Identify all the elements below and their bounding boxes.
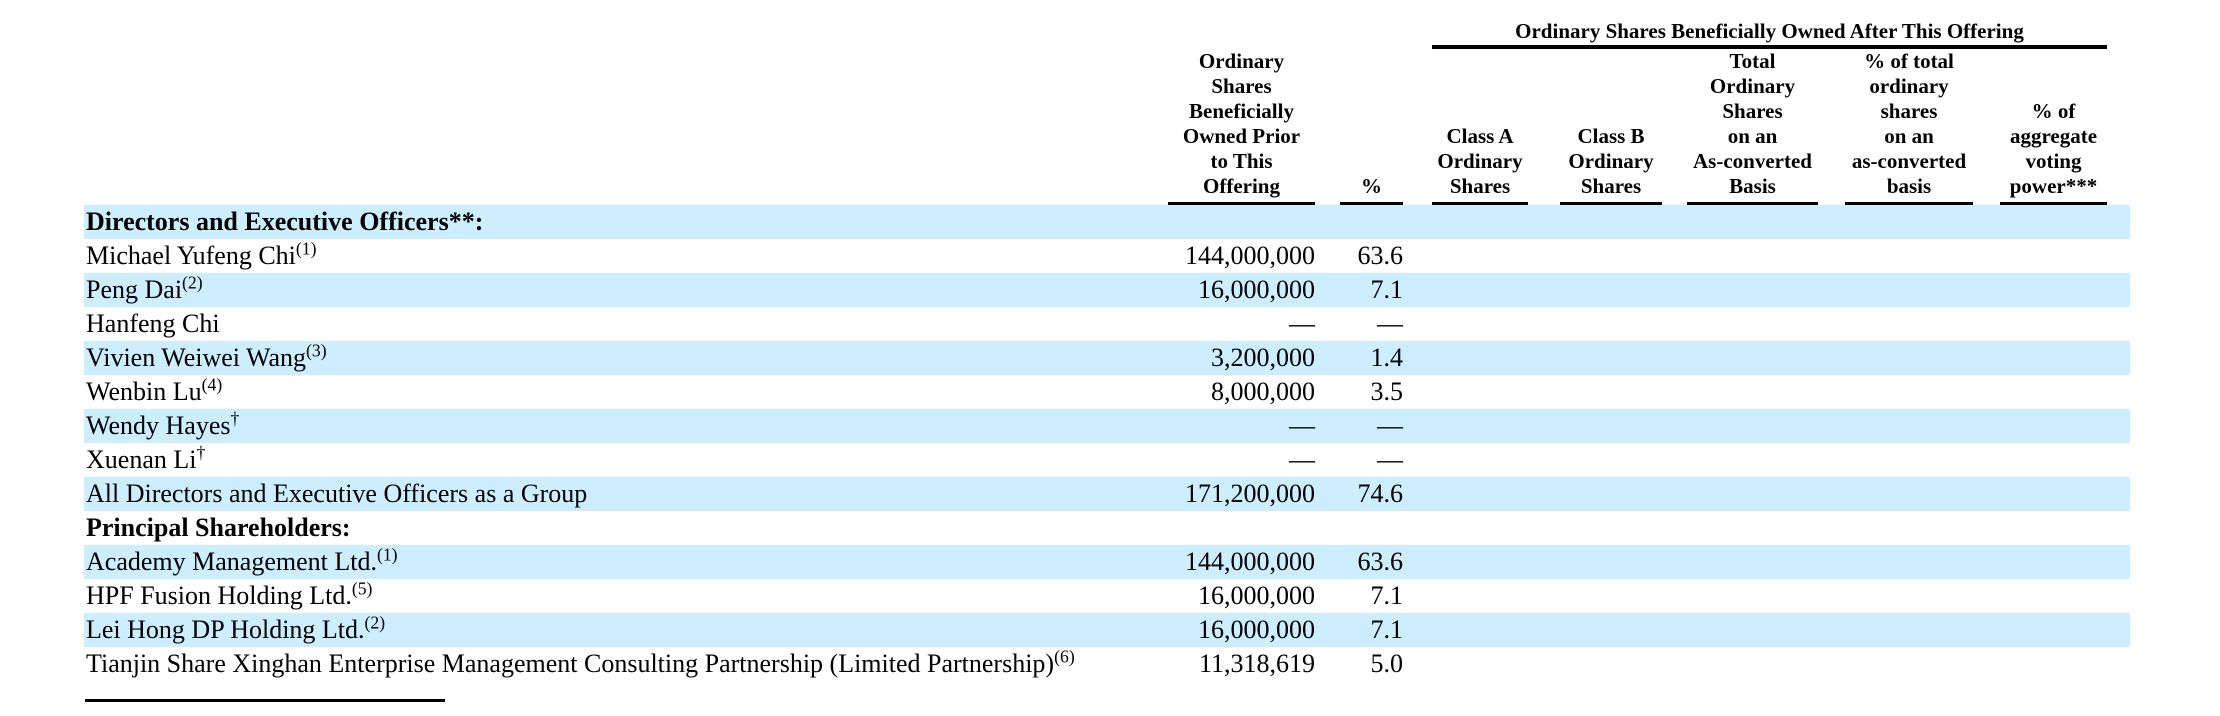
cell-pct-prior <box>1340 511 1403 545</box>
table-row-group-total: All Directors and Executive Officers as … <box>84 477 2130 511</box>
cell-shares-prior: 144,000,000 <box>1185 241 1315 270</box>
column-header-pct-prior: % <box>1340 49 1403 205</box>
table-row: Xuenan Li† — — <box>84 443 2130 477</box>
footnote-superscript: (1) <box>295 238 317 259</box>
row-name-text: Tianjin Share Xinghan Enterprise Managem… <box>86 649 1055 678</box>
column-header-total-as-converted: Total Ordinary Shares on an As-converted… <box>1687 49 1818 205</box>
cell-name: HPF Fusion Holding Ltd.(5) <box>84 579 1168 613</box>
cell-shares-prior: — <box>1289 445 1315 474</box>
row-name-text: HPF Fusion Holding Ltd. <box>86 581 352 610</box>
cell-pct-prior: 5.0 <box>1370 649 1404 678</box>
table-row: Wenbin Lu(4) 8,000,000 3.5 <box>84 375 2130 409</box>
table-row: Peng Dai(2) 16,000,000 7.1 <box>84 273 2130 307</box>
cell-shares-prior <box>1168 511 1315 545</box>
table-row: Tianjin Share Xinghan Enterprise Managem… <box>84 647 2130 681</box>
cell-name: Principal Shareholders: <box>84 511 1168 545</box>
table-row: Lei Hong DP Holding Ltd.(2) 16,000,000 7… <box>84 613 2130 647</box>
cell-name: All Directors and Executive Officers as … <box>84 477 1168 511</box>
row-name-text: Lei Hong DP Holding Ltd. <box>86 615 365 644</box>
table-row: Academy Management Ltd.(1) 144,000,000 6… <box>84 545 2130 579</box>
row-name-text: Hanfeng Chi <box>86 309 220 338</box>
cell-shares-prior: 3,200,000 <box>1211 343 1315 372</box>
footnote-superscript: (5) <box>351 578 373 599</box>
table-row: HPF Fusion Holding Ltd.(5) 16,000,000 7.… <box>84 579 2130 613</box>
footnote-superscript: (2) <box>364 612 386 633</box>
cell-shares-prior <box>1168 205 1315 239</box>
footnote-superscript: (1) <box>376 544 398 565</box>
footnote-superscript: † <box>196 442 206 463</box>
cell-shares-prior: — <box>1289 309 1315 338</box>
cell-pct-prior: 7.1 <box>1370 275 1404 304</box>
cell-name: Wenbin Lu(4) <box>84 375 1168 409</box>
cell-pct-prior: — <box>1377 309 1403 338</box>
row-name-text: Vivien Weiwei Wang <box>86 343 307 372</box>
row-name-text: All Directors and Executive Officers as … <box>86 479 588 508</box>
cell-pct-prior: 7.1 <box>1370 581 1404 610</box>
cell-pct-prior: — <box>1377 445 1403 474</box>
cell-pct-prior <box>1340 205 1403 239</box>
column-header-pct-total-as-converted: % of total ordinary shares on an as-conv… <box>1845 49 1973 205</box>
table-row-section-principal-shareholders: Principal Shareholders: <box>84 511 2130 545</box>
cell-pct-prior: 63.6 <box>1357 547 1404 576</box>
table-row: Vivien Weiwei Wang(3) 3,200,000 1.4 <box>84 341 2130 375</box>
cell-shares-prior: 11,318,619 <box>1198 649 1315 678</box>
row-name-text: Wenbin Lu <box>86 377 202 406</box>
cell-shares-prior: 8,000,000 <box>1211 377 1315 406</box>
table-row: Wendy Hayes† — — <box>84 409 2130 443</box>
footnote-divider-rule <box>85 699 445 702</box>
footnote-superscript: (2) <box>182 272 203 293</box>
cell-pct-prior: 63.6 <box>1357 241 1404 270</box>
spanner-heading: Ordinary Shares Beneficially Owned After… <box>1432 18 2107 49</box>
cell-name: Peng Dai(2) <box>84 273 1168 307</box>
row-name-text: Xuenan Li <box>86 445 197 474</box>
cell-name: Michael Yufeng Chi(1) <box>84 239 1168 273</box>
footnote-superscript: (3) <box>306 340 327 361</box>
row-name-text: Wendy Hayes <box>86 411 231 440</box>
table-header-spanner-row: Ordinary Shares Beneficially Owned After… <box>84 18 2130 49</box>
cell-shares-prior: — <box>1289 411 1315 440</box>
cell-name: Wendy Hayes† <box>84 409 1168 443</box>
cell-name: Directors and Executive Officers**: <box>84 205 1168 239</box>
cell-pct-prior: 74.6 <box>1357 479 1404 508</box>
table-row: Michael Yufeng Chi(1) 144,000,000 63.6 <box>84 239 2130 273</box>
cell-shares-prior: 16,000,000 <box>1198 615 1315 644</box>
cell-pct-prior: 7.1 <box>1370 615 1404 644</box>
column-header-class-b: Class B Ordinary Shares <box>1560 49 1662 205</box>
table-row-section-directors: Directors and Executive Officers**: <box>84 205 2130 239</box>
row-name-text: Directors and Executive Officers**: <box>86 207 484 236</box>
column-header-voting-power: % of aggregate voting power*** <box>2000 49 2107 205</box>
footnote-superscript: † <box>230 408 240 429</box>
row-name-text: Principal Shareholders: <box>86 513 351 542</box>
table-row: Hanfeng Chi — — <box>84 307 2130 341</box>
column-header-shares-prior: Ordinary Shares Beneficially Owned Prior… <box>1168 49 1315 205</box>
footnote-superscript: (4) <box>201 374 223 395</box>
footnote-superscript: (6) <box>1054 646 1075 667</box>
cell-shares-prior: 171,200,000 <box>1185 479 1315 508</box>
cell-name: Lei Hong DP Holding Ltd.(2) <box>84 613 1168 647</box>
table-column-header-row: Ordinary Shares Beneficially Owned Prior… <box>84 49 2130 205</box>
cell-pct-prior: 1.4 <box>1370 343 1404 372</box>
row-name-text: Peng Dai <box>86 275 183 304</box>
beneficial-ownership-table: Ordinary Shares Beneficially Owned After… <box>84 18 2130 681</box>
cell-name: Hanfeng Chi <box>84 307 1168 341</box>
cell-name: Vivien Weiwei Wang(3) <box>84 341 1168 375</box>
column-header-class-a: Class A Ordinary Shares <box>1432 49 1528 205</box>
cell-name: Xuenan Li† <box>84 443 1168 477</box>
cell-pct-prior: 3.5 <box>1370 377 1404 406</box>
cell-shares-prior: 144,000,000 <box>1185 547 1315 576</box>
row-name-text: Michael Yufeng Chi <box>86 241 296 270</box>
cell-pct-prior: — <box>1377 411 1403 440</box>
cell-shares-prior: 16,000,000 <box>1198 275 1315 304</box>
cell-name: Tianjin Share Xinghan Enterprise Managem… <box>84 647 1168 681</box>
row-name-text: Academy Management Ltd. <box>86 547 377 576</box>
cell-name: Academy Management Ltd.(1) <box>84 545 1168 579</box>
cell-shares-prior: 16,000,000 <box>1198 581 1315 610</box>
